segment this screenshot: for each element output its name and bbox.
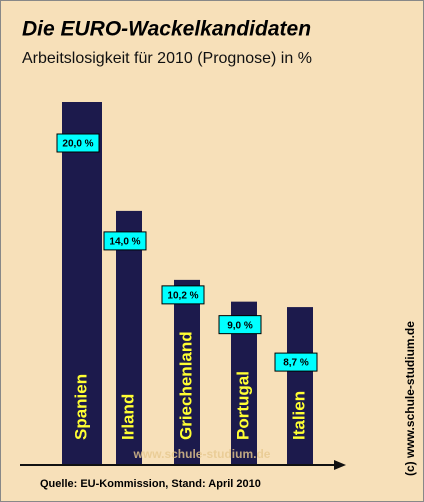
category-label: Spanien <box>71 374 90 440</box>
copyright: (c) www.schule-studium.de <box>403 321 417 476</box>
value-label-box <box>56 133 100 153</box>
bar <box>116 210 142 465</box>
category-label: Portugal <box>233 371 252 440</box>
source: Quelle: EU-Kommission, Stand: April 2010 <box>40 478 261 490</box>
value-label-box <box>274 352 318 372</box>
value-label: 20,0 % <box>62 139 93 150</box>
value-label: 10,2 % <box>167 291 198 302</box>
category-label: Italien <box>289 391 308 440</box>
axis-arrow <box>334 460 346 470</box>
value-label: 14,0 % <box>109 237 140 248</box>
value-label-box <box>161 285 205 305</box>
chart-subtitle: Arbeitslosigkeit für 2010 (Prognose) in … <box>22 50 312 67</box>
value-label-box <box>103 231 147 251</box>
chart-title: Die EURO-Wackelkandidaten <box>22 18 311 41</box>
value-label: 9,0 % <box>227 320 253 331</box>
watermark: www.schule-studium.de <box>133 447 271 461</box>
bar <box>62 102 102 465</box>
plot: Spanien 20,0 % Irland 14,0 % Griechenland 10,… <box>56 102 318 465</box>
value-label: 8,7 % <box>283 358 309 369</box>
category-label: Irland <box>118 394 137 440</box>
bar <box>174 279 200 465</box>
value-label-box <box>218 315 262 335</box>
category-label: Griechenland <box>176 331 195 440</box>
bar <box>287 307 313 465</box>
